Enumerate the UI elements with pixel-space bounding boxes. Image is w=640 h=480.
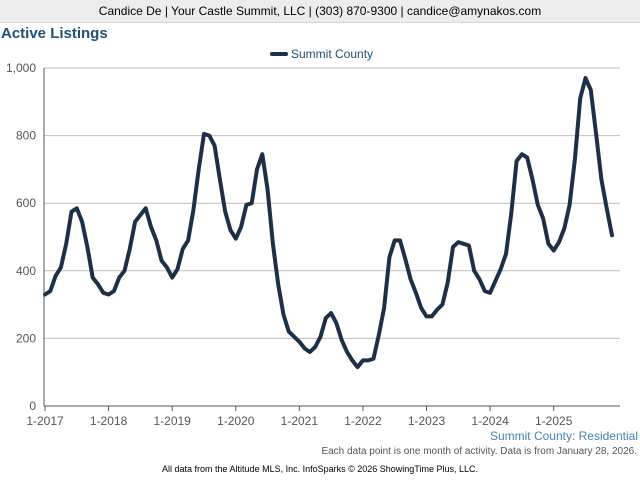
x-tick-label: 1-2020 <box>217 414 255 428</box>
x-tick-label: 1-2025 <box>535 414 573 428</box>
x-tick-label: 1-2021 <box>281 414 319 428</box>
chart-title: Active Listings <box>1 25 108 42</box>
y-tick-label: 400 <box>16 264 36 278</box>
x-tick-label: 1-2024 <box>471 414 509 428</box>
x-tick-label: 1-2023 <box>408 414 446 428</box>
x-tick-label: 1-2018 <box>90 414 128 428</box>
y-tick-label: 600 <box>16 196 36 210</box>
y-tick-label: 1,000 <box>6 61 36 75</box>
legend-label[interactable]: Summit County <box>291 47 373 61</box>
copyright-footer: All data from the Altitude MLS, Inc. Inf… <box>162 464 478 474</box>
grid-layer <box>44 67 620 339</box>
contact-text: Candice De | Your Castle Summit, LLC | (… <box>98 4 542 18</box>
data-footnote: Each data point is one month of activity… <box>321 446 637 457</box>
contact-header-bar: Candice De | Your Castle Summit, LLC | (… <box>0 0 640 23</box>
legend-layer: Summit County <box>270 47 373 61</box>
y-tick-label: 0 <box>29 399 36 413</box>
series-line-summit-county <box>43 76 614 370</box>
series-caption: Summit County: Residential <box>489 429 638 443</box>
x-tick-label: 1-2019 <box>153 414 191 428</box>
series-layer <box>43 76 614 370</box>
x-tick-label: 1-2017 <box>26 414 64 428</box>
axis-layer: 0 200 400 600 800 1,000 1-2017 1-2018 1-2019 1-20… <box>6 61 620 428</box>
x-tick-label: 1-2022 <box>344 414 382 428</box>
y-tick-label: 800 <box>16 129 36 143</box>
y-tick-label: 200 <box>16 331 36 345</box>
